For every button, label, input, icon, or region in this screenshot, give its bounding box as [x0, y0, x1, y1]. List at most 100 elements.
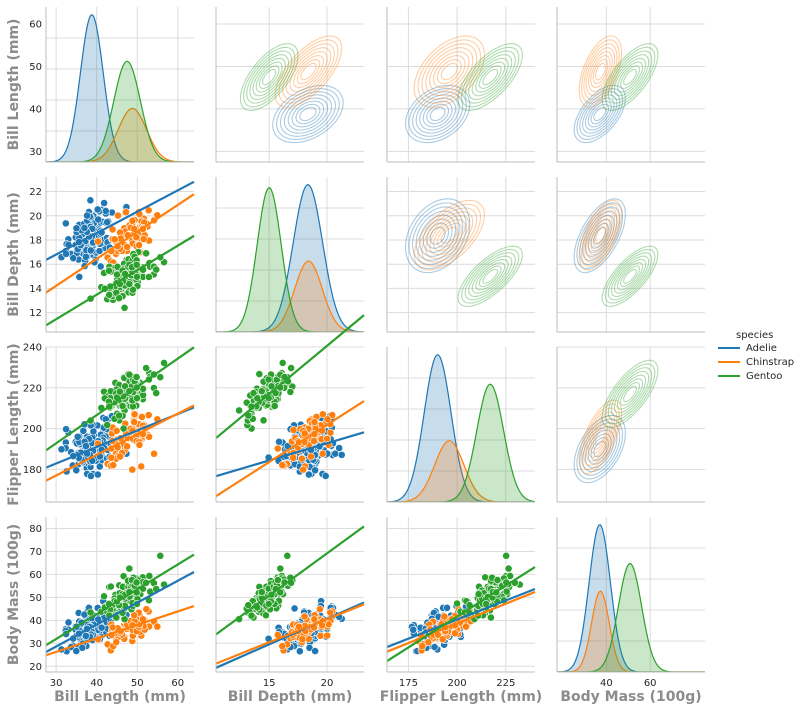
scatter-point — [61, 219, 70, 228]
contour-line — [412, 206, 464, 266]
scatter-point — [103, 421, 112, 429]
scatter-point — [113, 270, 121, 279]
scatter-point — [103, 218, 112, 227]
scatter-point — [504, 564, 513, 573]
scatter-point — [257, 387, 266, 396]
contour-line — [429, 51, 470, 93]
scatter-point — [122, 208, 130, 217]
kde-adelie — [46, 14, 194, 162]
x-tick-label: 40 — [90, 678, 103, 689]
contours-adelie — [404, 198, 471, 274]
scatter-point — [86, 196, 95, 205]
panel-body-mass-vs-flipper-length: 175 200 225 — [386, 517, 536, 689]
scatter-point — [93, 205, 102, 214]
panel-grid — [46, 346, 194, 502]
kde-adelie — [557, 524, 705, 672]
contour-line — [471, 57, 509, 97]
scatter-point — [235, 406, 244, 415]
contour-line — [582, 210, 618, 261]
contour-line — [289, 51, 328, 92]
panel-body-mass-vs-bill-length: 20 30 40 50 60 70 80 30 40 50 60 — [29, 517, 195, 689]
contour-line — [249, 54, 290, 101]
x-tick-label: 225 — [496, 678, 515, 689]
x-axis-label-bill-depth: Bill Depth (mm) — [228, 689, 353, 705]
panel-grid — [387, 7, 535, 162]
contours-chinstrap — [274, 35, 343, 108]
scatter-point — [283, 551, 292, 560]
scatter-point — [300, 429, 309, 438]
contour-line — [300, 62, 317, 81]
contours-chinstrap — [413, 199, 485, 271]
scatter-point — [307, 452, 315, 461]
contour-line — [422, 100, 453, 128]
contour-line — [272, 84, 344, 144]
contour-line — [620, 265, 640, 288]
scatter-point — [132, 578, 141, 587]
contour-line — [581, 203, 620, 267]
scatter-point — [139, 384, 147, 393]
kde-gentoo — [387, 383, 535, 502]
y-tick-label: 220 — [23, 383, 42, 394]
contour-line — [579, 422, 621, 476]
scatter-point — [123, 442, 132, 451]
contour-line — [432, 55, 466, 89]
scatter-point — [96, 262, 105, 271]
scatter-point — [138, 413, 146, 421]
scatter-point — [119, 424, 128, 433]
panel-flipper-length-vs-bill-depth — [215, 314, 365, 503]
scatter-point — [247, 611, 256, 620]
contour-line — [576, 418, 624, 480]
panel-marks — [387, 354, 535, 502]
scatter-point — [112, 426, 121, 435]
contour-line — [419, 97, 457, 131]
contour-line — [610, 255, 650, 298]
scatter-point — [121, 382, 129, 391]
contour-line — [585, 411, 616, 462]
contour-line — [623, 385, 637, 403]
scatter-point — [129, 285, 137, 294]
scatter-point — [139, 235, 148, 243]
scatter-gentoo — [86, 248, 168, 312]
scatter-point — [86, 246, 95, 255]
scatter-point — [275, 437, 283, 446]
scatter-point — [249, 389, 258, 398]
contour-line — [583, 407, 618, 466]
scatter-point — [278, 359, 287, 367]
contour-line — [417, 39, 482, 104]
scatter-point — [132, 260, 141, 269]
y-tick-label: 40 — [29, 616, 42, 627]
scatter-point — [133, 272, 141, 281]
contour-line — [408, 88, 467, 140]
regression-line-adelie — [215, 431, 365, 478]
contour-line — [482, 268, 499, 284]
scatter-point — [276, 564, 285, 573]
contour-line — [613, 258, 647, 294]
scatter-point — [130, 224, 139, 233]
scatter-point — [75, 273, 84, 281]
scatter-point — [145, 273, 153, 281]
scatter-point — [94, 215, 103, 224]
contours-adelie — [272, 84, 344, 144]
contour-line — [282, 43, 335, 100]
y-tick-label: 14 — [29, 284, 42, 295]
scatter-point — [326, 428, 335, 437]
scatter-point — [57, 445, 66, 454]
scatter-point — [106, 582, 115, 591]
panel-bill-depth-vs-flipper-length — [386, 177, 535, 333]
scatter-point — [310, 437, 318, 445]
y-tick-label: 60 — [29, 570, 42, 581]
contour-line — [417, 203, 482, 267]
contour-line — [592, 222, 609, 248]
contour-line — [243, 46, 296, 108]
x-tick-label: 60 — [644, 678, 657, 689]
contour-line — [262, 68, 277, 86]
contour-line — [584, 429, 615, 469]
scatter-point — [462, 622, 470, 631]
y-tick-label: 18 — [29, 235, 42, 246]
x-tick-label: 175 — [399, 678, 418, 689]
panel-bill-depth-vs-bill-depth — [215, 177, 364, 333]
scatter-point — [145, 572, 154, 580]
contour-line — [581, 39, 620, 104]
regression-line-chinstrap — [45, 193, 195, 294]
